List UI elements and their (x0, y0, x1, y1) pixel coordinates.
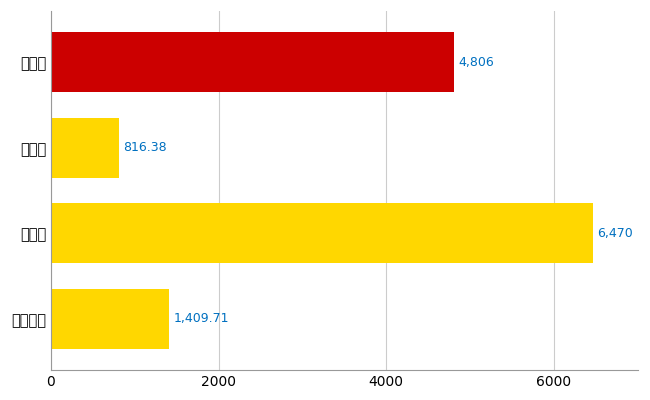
Text: 816.38: 816.38 (124, 141, 167, 154)
Text: 1,409.71: 1,409.71 (174, 312, 229, 325)
Bar (51, 118, 120, 178)
Bar (51, 289, 169, 349)
Bar (51, 32, 454, 92)
Text: 4,806: 4,806 (458, 56, 494, 69)
Bar (51, 203, 593, 263)
Text: 6,470: 6,470 (597, 227, 633, 240)
